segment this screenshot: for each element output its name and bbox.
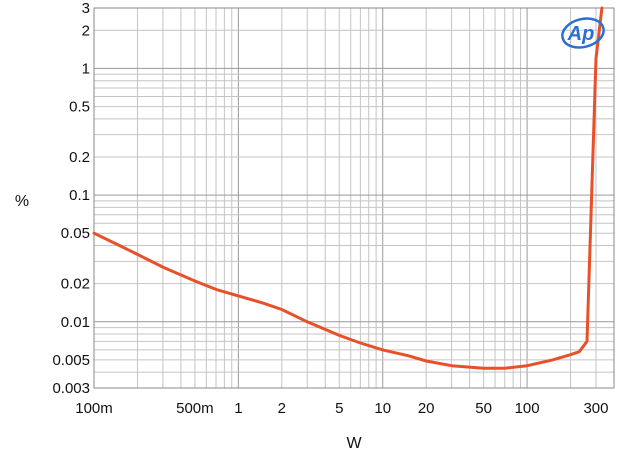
x-tick-label: 100 bbox=[515, 400, 540, 417]
y-tick-label: 0.003 bbox=[52, 380, 90, 397]
x-tick-labels: 100m 500m 1 2 5 10 20 50 100 300 bbox=[75, 400, 608, 417]
x-tick-label: 50 bbox=[475, 400, 492, 417]
series-group bbox=[92, 6, 604, 370]
y-axis-label: % bbox=[15, 193, 29, 210]
thd-curve-line bbox=[92, 6, 604, 370]
y-tick-label: 0.005 bbox=[52, 352, 90, 369]
x-tick-label: 500m bbox=[176, 400, 214, 417]
x-tick-label: 5 bbox=[335, 400, 343, 417]
x-tick-label: 2 bbox=[278, 400, 286, 417]
plot-frame bbox=[93, 7, 615, 389]
y-tick-label: 0.05 bbox=[61, 225, 90, 242]
grid bbox=[94, 8, 614, 388]
y-tick-label: 0.2 bbox=[69, 149, 90, 166]
x-tick-label: 20 bbox=[418, 400, 435, 417]
y-tick-label: 1 bbox=[82, 60, 90, 77]
ap-logo-ring bbox=[561, 17, 605, 49]
y-tick-label: 0.5 bbox=[69, 99, 90, 116]
x-tick-label: 100m bbox=[75, 400, 113, 417]
y-tick-label: 0.1 bbox=[69, 187, 90, 204]
x-tick-label: 1 bbox=[234, 400, 242, 417]
y-tick-labels: 3 2 1 0.5 0.2 0.1 0.05 0.02 0.01 0.005 0.003 bbox=[52, 0, 90, 397]
y-tick-label: 0.01 bbox=[61, 314, 90, 331]
x-tick-label: 300 bbox=[583, 400, 608, 417]
y-tick-label: 2 bbox=[82, 22, 90, 39]
ap-logo: Ap bbox=[561, 17, 605, 49]
x-axis-label: W bbox=[346, 435, 362, 452]
ap-logo-text: Ap bbox=[567, 23, 595, 45]
y-tick-label: 0.02 bbox=[61, 276, 90, 293]
y-tick-label: 3 bbox=[82, 0, 90, 17]
x-tick-label: 10 bbox=[374, 400, 391, 417]
